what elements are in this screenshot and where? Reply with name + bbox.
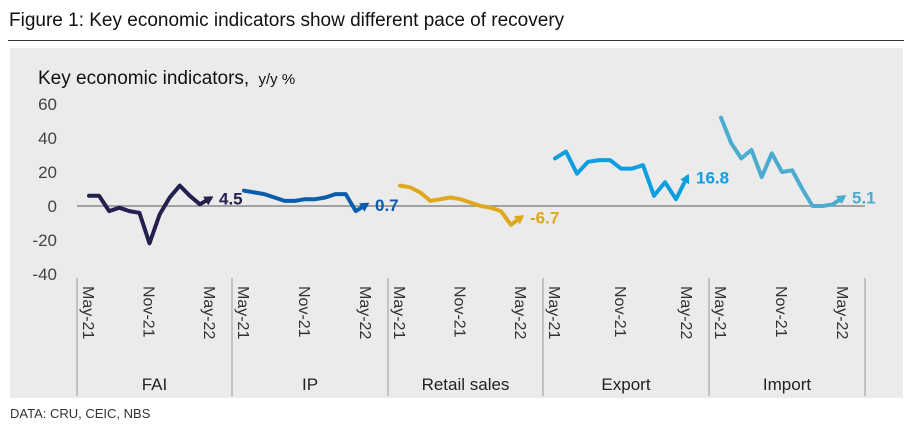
x-tick-label: Nov-21 [295, 286, 312, 338]
series-line-ip [242, 188, 368, 214]
y-tick-label: 40 [38, 129, 57, 148]
chart-title-unit: y/y % [259, 71, 296, 88]
y-tick-label: 20 [38, 163, 57, 182]
arrow-head [514, 215, 525, 225]
chart-title: Key economic indicators, [38, 68, 249, 89]
end-value-label: 4.5 [219, 189, 243, 208]
chart-panel [10, 48, 903, 398]
x-tick-label: May-21 [79, 286, 96, 339]
group-label: Import [763, 375, 811, 394]
series-line-retail-sales [398, 183, 523, 227]
x-tick-label: May-22 [200, 286, 217, 339]
y-tick-label: 0 [48, 197, 57, 216]
y-tick-label: -20 [32, 231, 57, 250]
y-tick-label: -40 [32, 265, 57, 284]
x-tick-label: May-21 [545, 286, 562, 339]
group-label: Retail sales [422, 375, 510, 394]
x-tick-label: May-22 [833, 286, 850, 339]
x-tick-label: Nov-21 [772, 286, 789, 338]
figure-title: Figure 1: Key economic indicators show d… [9, 10, 565, 31]
group-label: Export [601, 375, 650, 394]
svg-text:Key economic indicators, y: Key economic indicators, y/y % [38, 68, 295, 89]
group-label: FAI [142, 375, 168, 394]
arrow-head [203, 196, 214, 206]
arrow-head [680, 173, 690, 185]
x-tick-label: Nov-21 [140, 286, 157, 338]
x-tick-label: Nov-21 [451, 286, 468, 338]
source-note: DATA: CRU, CEIC, NBS [10, 406, 151, 421]
end-value-label: -6.7 [530, 208, 559, 227]
end-value-label: 5.1 [852, 188, 876, 207]
end-value-label: 16.8 [696, 168, 729, 187]
series-line-fai [87, 183, 212, 246]
series-line-import [719, 115, 845, 208]
end-value-label: 0.7 [375, 196, 399, 215]
x-tick-label: May-21 [711, 286, 728, 339]
x-tick-label: May-22 [677, 286, 694, 339]
arrow-head [836, 195, 847, 205]
series-line-export [553, 149, 689, 202]
y-tick-label: 60 [38, 95, 57, 114]
arrow-head [359, 202, 370, 212]
x-tick-label: Nov-21 [611, 286, 628, 338]
x-tick-label: May-21 [390, 286, 407, 339]
x-tick-label: May-21 [234, 286, 251, 339]
x-tick-label: May-22 [511, 286, 528, 339]
x-tick-label: May-22 [356, 286, 373, 339]
group-label: IP [302, 375, 318, 394]
title-rule [8, 40, 904, 41]
